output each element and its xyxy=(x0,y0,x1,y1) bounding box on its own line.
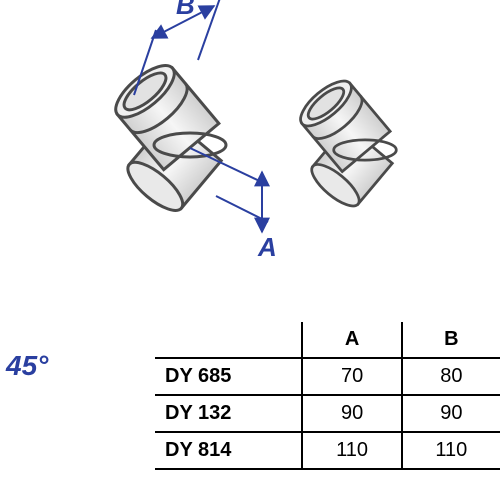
dimension-letter-B: B xyxy=(176,0,195,20)
cell-A: 110 xyxy=(302,432,401,469)
cell-A: 70 xyxy=(302,358,401,395)
table-corner-blank xyxy=(155,322,302,358)
angle-label: 45° xyxy=(6,350,48,382)
spec-table: A B DY 685 70 80 DY 132 90 90 DY 814 110… xyxy=(155,322,500,470)
pipe-elbow-left xyxy=(108,57,226,218)
col-header-A: A xyxy=(302,322,401,358)
cell-A: 90 xyxy=(302,395,401,432)
row-label: DY 132 xyxy=(155,395,302,432)
dimension-letter-A: A xyxy=(257,232,277,260)
cell-B: 110 xyxy=(402,432,500,469)
cell-B: 90 xyxy=(402,395,500,432)
pipe-elbow-right xyxy=(294,74,397,213)
row-label: DY 685 xyxy=(155,358,302,395)
row-label: DY 814 xyxy=(155,432,302,469)
cell-B: 80 xyxy=(402,358,500,395)
col-header-B: B xyxy=(402,322,500,358)
pipe-elbow-diagram: B A xyxy=(80,0,460,260)
